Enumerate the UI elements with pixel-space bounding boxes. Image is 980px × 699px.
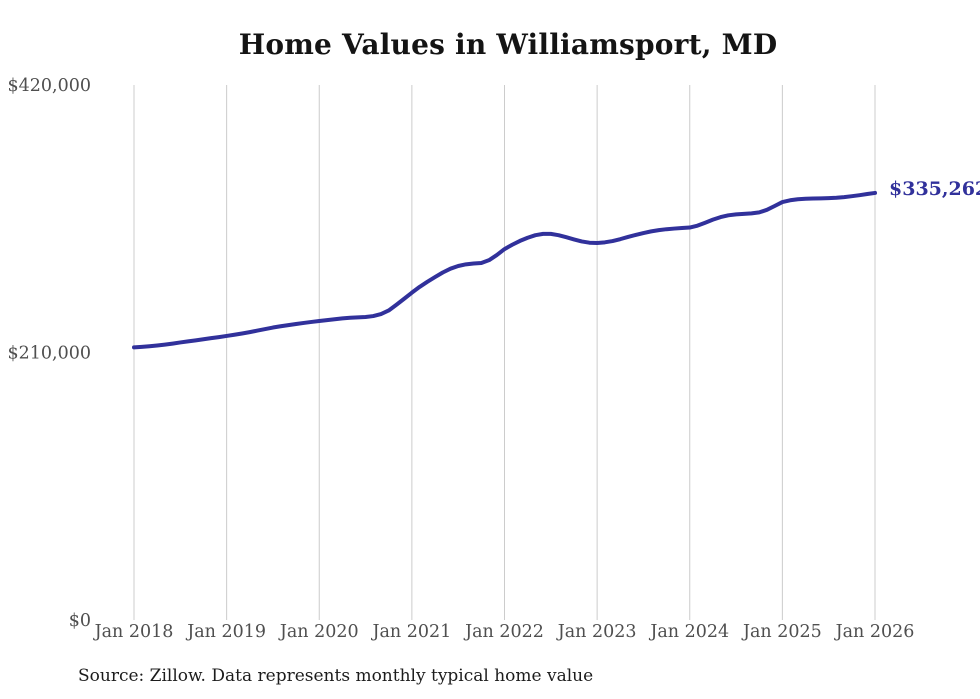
x-axis-tick-label: Jan 2021 bbox=[370, 622, 451, 642]
chart-title: Home Values in Williamsport, MD bbox=[238, 28, 778, 61]
x-axis-tick-label: Jan 2020 bbox=[278, 622, 359, 642]
source-note: Source: Zillow. Data represents monthly … bbox=[78, 666, 594, 686]
y-axis-tick-label: $420,000 bbox=[7, 76, 91, 96]
x-axis-tick-label: Jan 2019 bbox=[185, 622, 266, 642]
value-line bbox=[132, 190, 877, 350]
x-axis-tick-label: Jan 2026 bbox=[834, 622, 915, 642]
x-axis-tick-label: Jan 2025 bbox=[741, 622, 822, 642]
y-axis-tick-label: $210,000 bbox=[7, 344, 91, 364]
x-axis-tick-label: Jan 2023 bbox=[556, 622, 637, 642]
x-axis-tick-label: Jan 2018 bbox=[93, 622, 174, 642]
x-axis-tick-label: Jan 2022 bbox=[463, 622, 544, 642]
x-axis-tick-label: Jan 2024 bbox=[648, 622, 729, 642]
end-value-label: $335,262 bbox=[889, 178, 980, 200]
y-axis-tick-label: $0 bbox=[69, 611, 91, 631]
